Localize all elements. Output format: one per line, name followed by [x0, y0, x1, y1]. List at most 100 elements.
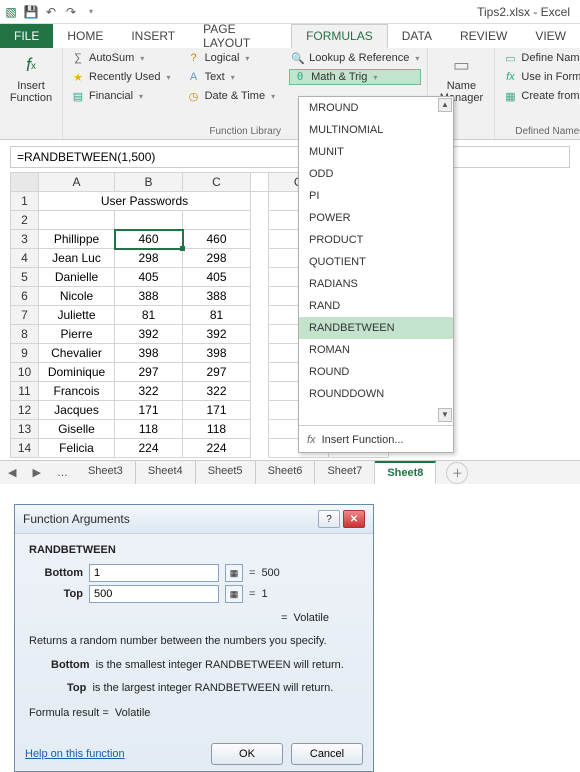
add-sheet-button[interactable]: ＋ — [446, 462, 468, 484]
row-header-1[interactable]: 1 — [11, 192, 39, 211]
row-header-5[interactable]: 5 — [11, 268, 39, 287]
dropdown-item-mround[interactable]: MROUND — [299, 97, 453, 119]
cell-a5[interactable]: Danielle — [39, 268, 115, 287]
tab-data[interactable]: DATA — [388, 24, 446, 48]
arg-bottom-input[interactable] — [89, 564, 219, 582]
row-header-10[interactable]: 10 — [11, 363, 39, 382]
cell-a10[interactable]: Dominique — [39, 363, 115, 382]
cell-a14[interactable]: Felicia — [39, 439, 115, 458]
tab-home[interactable]: HOME — [53, 24, 117, 48]
insert-function-button[interactable]: fx Insert Function — [6, 50, 56, 108]
cell-c6[interactable]: 388 — [183, 287, 251, 306]
sheet-tab-sheet7[interactable]: Sheet7 — [315, 461, 375, 484]
row-header-14[interactable]: 14 — [11, 439, 39, 458]
cell-c7[interactable]: 81 — [183, 306, 251, 325]
cell-a3[interactable]: Phillippe — [39, 230, 115, 249]
row-header-12[interactable]: 12 — [11, 401, 39, 420]
cell-b7[interactable]: 81 — [115, 306, 183, 325]
dropdown-item-odd[interactable]: ODD — [299, 163, 453, 185]
dropdown-item-rand[interactable]: RAND — [299, 295, 453, 317]
row-header-7[interactable]: 7 — [11, 306, 39, 325]
row-header-2[interactable]: 2 — [11, 211, 39, 230]
cell-b3[interactable]: 460 — [115, 230, 183, 249]
cell-b4[interactable]: 298 — [115, 249, 183, 268]
recently-used-button[interactable]: ★Recently Used▾ — [69, 69, 173, 85]
sheet-tab-sheet5[interactable]: Sheet5 — [196, 461, 256, 484]
formula-input[interactable] — [11, 147, 569, 167]
dropdown-item-power[interactable]: POWER — [299, 207, 453, 229]
tab-view[interactable]: VIEW — [521, 24, 580, 48]
redo-icon[interactable]: ↷ — [64, 5, 78, 19]
dropdown-insert-function[interactable]: fx Insert Function... — [299, 428, 453, 452]
cell-b13[interactable]: 118 — [115, 420, 183, 439]
cell-b11[interactable]: 322 — [115, 382, 183, 401]
row-header-9[interactable]: 9 — [11, 344, 39, 363]
sheet-tab-sheet4[interactable]: Sheet4 — [136, 461, 196, 484]
cell-b12[interactable]: 171 — [115, 401, 183, 420]
sheet-tab-sheet8[interactable]: Sheet8 — [375, 461, 436, 484]
cell-b8[interactable]: 392 — [115, 325, 183, 344]
select-all-corner[interactable] — [11, 173, 39, 192]
dropdown-item-product[interactable]: PRODUCT — [299, 229, 453, 251]
cell-c9[interactable]: 398 — [183, 344, 251, 363]
row-header-6[interactable]: 6 — [11, 287, 39, 306]
tab-file[interactable]: FILE — [0, 24, 53, 48]
cell-a4[interactable]: Jean Luc — [39, 249, 115, 268]
tab-formulas[interactable]: FORMULAS — [291, 24, 388, 48]
col-header-a[interactable]: A — [39, 173, 115, 192]
cell-c10[interactable]: 297 — [183, 363, 251, 382]
cell-c5[interactable]: 405 — [183, 268, 251, 287]
cell-b14[interactable]: 224 — [115, 439, 183, 458]
sheet-nav-prev[interactable]: ◀ — [0, 466, 24, 479]
cell-b6[interactable]: 388 — [115, 287, 183, 306]
dialog-help-button[interactable]: ? — [318, 510, 340, 528]
cell-b10[interactable]: 297 — [115, 363, 183, 382]
logical-button[interactable]: ?Logical▾ — [185, 50, 278, 66]
financial-button[interactable]: ▤Financial▾ — [69, 88, 173, 104]
row-header-3[interactable]: 3 — [11, 230, 39, 249]
user-passwords-header[interactable]: User Passwords — [39, 192, 251, 211]
cell-a11[interactable]: Francois — [39, 382, 115, 401]
dropdown-item-pi[interactable]: PI — [299, 185, 453, 207]
cell-c14[interactable]: 224 — [183, 439, 251, 458]
tab-review[interactable]: REVIEW — [446, 24, 521, 48]
dropdown-scroll-down[interactable]: ▼ — [438, 408, 452, 422]
use-in-formula-button[interactable]: fxUse in Formula — [501, 69, 580, 85]
cell-c4[interactable]: 298 — [183, 249, 251, 268]
cell-b5[interactable]: 405 — [115, 268, 183, 287]
cell-a6[interactable]: Nicole — [39, 287, 115, 306]
dialog-close-button[interactable]: ✕ — [343, 510, 365, 528]
undo-icon[interactable]: ↶ — [44, 5, 58, 19]
row-header-8[interactable]: 8 — [11, 325, 39, 344]
arg-top-ref-button[interactable]: ▦ — [225, 585, 243, 603]
autosum-button[interactable]: ∑AutoSum▾ — [69, 50, 173, 66]
cell-a8[interactable]: Pierre — [39, 325, 115, 344]
define-name-button[interactable]: ▭Define Name — [501, 50, 580, 66]
col-header-b[interactable]: B — [115, 173, 183, 192]
cell-c3[interactable]: 460 — [183, 230, 251, 249]
dropdown-item-multinomial[interactable]: MULTINOMIAL — [299, 119, 453, 141]
dropdown-item-quotient[interactable]: QUOTIENT — [299, 251, 453, 273]
dropdown-scroll-up[interactable]: ▲ — [438, 98, 452, 112]
arg-top-input[interactable] — [89, 585, 219, 603]
sheet-tab-sheet6[interactable]: Sheet6 — [256, 461, 316, 484]
dropdown-item-radians[interactable]: RADIANS — [299, 273, 453, 295]
dropdown-item-rounddown[interactable]: ROUNDDOWN — [299, 383, 453, 405]
math-trig-button[interactable]: θMath & Trig▾ — [289, 69, 421, 85]
qat-dropdown-icon[interactable]: ▾ — [84, 5, 98, 19]
text-button[interactable]: AText▾ — [185, 69, 278, 85]
lookup-reference-button[interactable]: 🔍Lookup & Reference▾ — [289, 50, 421, 66]
sheet-tab-sheet3[interactable]: Sheet3 — [76, 461, 136, 484]
dropdown-item-munit[interactable]: MUNIT — [299, 141, 453, 163]
row-header-11[interactable]: 11 — [11, 382, 39, 401]
dropdown-item-roman[interactable]: ROMAN — [299, 339, 453, 361]
cell-c11[interactable]: 322 — [183, 382, 251, 401]
sheet-nav-next[interactable]: ▶ — [24, 466, 48, 479]
col-header-c[interactable]: C — [183, 173, 251, 192]
dropdown-item-round[interactable]: ROUND — [299, 361, 453, 383]
arg-bottom-ref-button[interactable]: ▦ — [225, 564, 243, 582]
cell-c13[interactable]: 118 — [183, 420, 251, 439]
date-time-button[interactable]: ◷Date & Time▾ — [185, 88, 278, 104]
save-icon[interactable]: 💾 — [24, 5, 38, 19]
row-header-4[interactable]: 4 — [11, 249, 39, 268]
